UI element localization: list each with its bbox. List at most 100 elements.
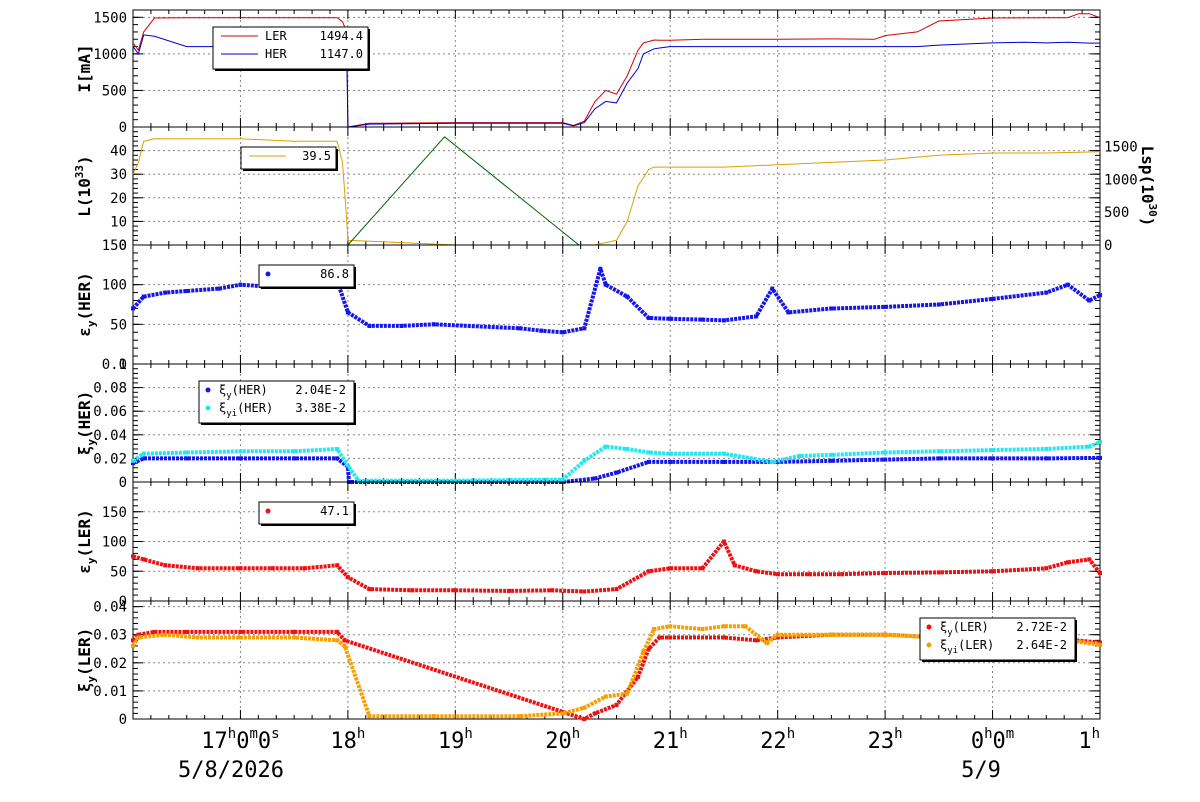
data-point [1044, 290, 1049, 295]
y2-tick-label: 1000 [1104, 172, 1138, 188]
data-point [883, 304, 888, 309]
data-point [238, 456, 243, 461]
data-point [786, 310, 791, 315]
y-tick-label: 0 [119, 594, 127, 610]
legend-box [240, 146, 337, 170]
y2-axis-title: Lsp(1030) [1138, 146, 1159, 227]
data-point [141, 456, 146, 461]
legend-value: 86.8 [320, 267, 349, 281]
data-point [625, 294, 630, 299]
data-point [614, 587, 619, 592]
legend-value: 1147.0 [320, 47, 363, 61]
data-point [184, 289, 189, 294]
data-point [936, 456, 941, 461]
data-point [560, 477, 565, 482]
data-point [582, 717, 587, 721]
data-point [131, 306, 135, 311]
data-point [1087, 557, 1092, 562]
legend-value: 1494.4 [320, 29, 363, 43]
data-point [238, 629, 243, 634]
x-tick-label: 19h [438, 726, 473, 754]
y-tick-label: 500 [102, 83, 127, 99]
data-point [238, 449, 243, 454]
x-tick-label: 20h [545, 726, 580, 754]
data-point [754, 638, 759, 643]
legend-box [258, 264, 355, 288]
data-point [342, 638, 347, 643]
panel-xi_her: 0 0.02 0.04 0.06 0.08 0.1 ξy(HER) ξy(HER) 2.04E-… [75, 357, 1102, 491]
data-point [743, 624, 748, 629]
data-point [1044, 566, 1049, 571]
data-point [1065, 560, 1070, 565]
legend-box [919, 617, 1076, 661]
data-point [141, 294, 146, 299]
data-point [131, 458, 135, 463]
data-point [990, 569, 995, 574]
data-point [754, 569, 759, 574]
legend-value: 2.64E-2 [1016, 638, 1067, 652]
data-point [302, 566, 307, 571]
data-point [625, 446, 630, 451]
y-tick-label: 0.01 [93, 684, 127, 700]
data-point [184, 629, 189, 634]
y-tick-label: 1000 [93, 47, 127, 63]
data-point [646, 569, 651, 574]
data-point [1098, 642, 1102, 647]
data-point [732, 563, 737, 568]
y-tick-label: 100 [102, 278, 127, 294]
data-point [163, 632, 168, 637]
legend-value: 47.1 [320, 504, 349, 518]
data-point [292, 629, 297, 634]
data-point [507, 588, 512, 593]
legend: 47.1 [258, 501, 356, 526]
legend-box [198, 380, 355, 424]
data-point [775, 635, 780, 640]
data-point [550, 588, 555, 593]
panel-luminosity: 0 10 20 30 40 L(1033) 0 500 1000 1500 Lsp(1030) 39.… [73, 126, 1159, 254]
y2-tick-label: 500 [1104, 205, 1129, 221]
data-point [1044, 446, 1049, 451]
data-point [603, 694, 608, 699]
y-tick-label: 1500 [93, 10, 127, 26]
y-tick-label: 40 [110, 144, 127, 160]
data-point [807, 572, 812, 577]
data-point [1098, 440, 1102, 445]
data-point [754, 314, 759, 319]
data-point [292, 449, 297, 454]
data-point [131, 461, 135, 466]
data-point [560, 711, 565, 716]
data-point [141, 451, 146, 456]
y-tick-label: 10 [110, 214, 127, 230]
data-point [367, 714, 372, 719]
legend: 39.5 [240, 146, 338, 171]
y2-tick-label: 1500 [1104, 140, 1138, 156]
y2-tick-label: 0 [1104, 238, 1112, 254]
legend-label: HER [265, 47, 287, 61]
data-point [829, 452, 834, 457]
data-point [453, 588, 458, 593]
data-point [646, 315, 651, 320]
data-point [163, 290, 168, 295]
y-axis-title: I[mA] [75, 44, 94, 92]
data-point [342, 643, 347, 648]
data-point [829, 458, 834, 463]
data-point [829, 632, 834, 637]
data-point [238, 566, 243, 571]
data-point [1087, 444, 1092, 449]
data-point [399, 323, 404, 328]
data-point [936, 302, 941, 307]
data-point [560, 330, 565, 335]
data-point [1098, 455, 1102, 460]
data-point [652, 627, 657, 632]
data-point [603, 444, 608, 449]
data-point [668, 624, 673, 629]
data-point [990, 448, 995, 453]
data-point [292, 635, 297, 640]
data-point [345, 463, 350, 468]
data-point [539, 328, 544, 333]
legend-value: 39.5 [302, 149, 331, 163]
data-point [345, 575, 350, 580]
y-tick-label: 30 [110, 167, 127, 183]
legend-swatch [205, 405, 211, 411]
